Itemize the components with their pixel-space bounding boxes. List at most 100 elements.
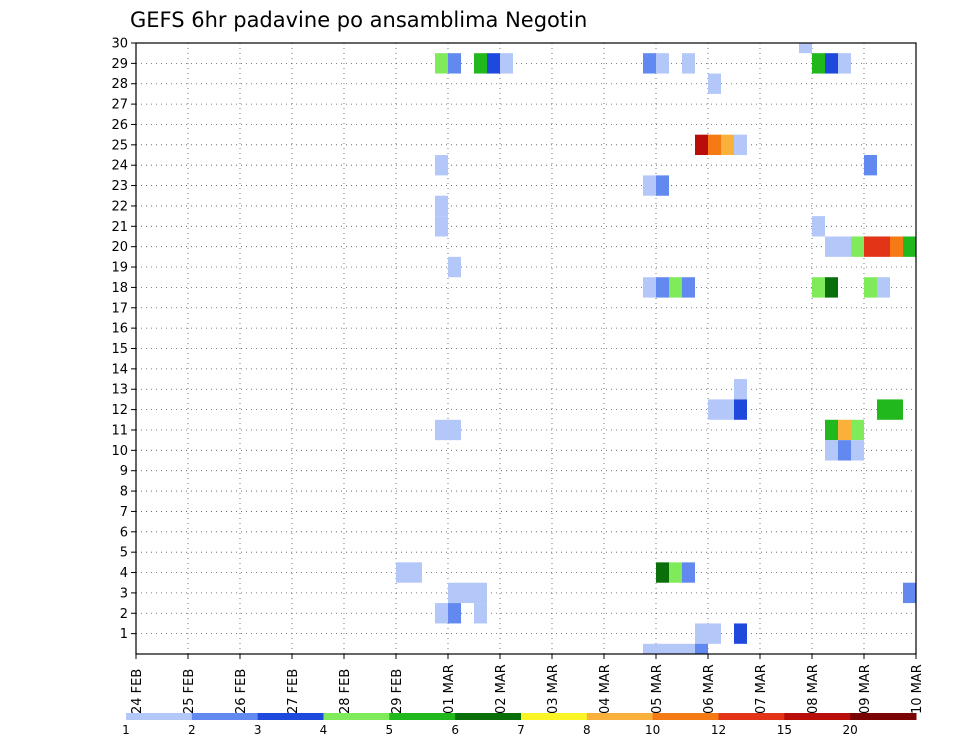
precip-cell (890, 399, 903, 420)
precip-cell (838, 440, 851, 461)
precip-cell (448, 419, 461, 441)
y-tick-label-28: 28 (111, 77, 128, 92)
precip-cell (396, 562, 409, 583)
y-tick-label-17: 17 (111, 301, 128, 316)
y-tick-label-18: 18 (111, 281, 128, 296)
colorbar-label-1: 1 (122, 723, 130, 737)
colorbar-swatch-8 (586, 713, 654, 720)
x-tick-label-3: 27 FEB (286, 669, 301, 714)
y-tick-label-11: 11 (111, 423, 128, 438)
y-tick-label-8: 8 (120, 485, 128, 500)
x-tick-label-6: 01 MAR (442, 664, 457, 714)
precip-cells (396, 43, 916, 654)
precip-cell (864, 277, 877, 298)
y-tick-label-2: 2 (120, 607, 128, 622)
colorbar-swatch-11 (784, 713, 851, 720)
precip-cell (812, 277, 825, 298)
precip-cell (890, 236, 903, 257)
y-tick-label-22: 22 (111, 199, 128, 214)
precip-cell (435, 603, 448, 624)
y-tick-label-26: 26 (111, 118, 128, 133)
precip-cell (825, 277, 838, 298)
y-tick-label-21: 21 (111, 220, 128, 235)
precip-cell (474, 603, 487, 624)
y-tick-label-3: 3 (120, 586, 128, 601)
x-tick-label-0: 24 FEB (130, 669, 145, 714)
precip-cell (435, 216, 448, 237)
x-tick-label-14: 09 MAR (858, 664, 873, 714)
chart-title: GEFS 6hr padavine po ansamblima Negotin (130, 8, 587, 32)
colorbar-legend: 1 2 3 4 5 6 7 8 10 12 15 20 (122, 713, 917, 737)
x-tick-label-11: 06 MAR (702, 664, 717, 714)
precip-cell (825, 236, 838, 257)
y-tick-label-5: 5 (120, 546, 128, 561)
precip-cell (409, 562, 422, 583)
y-tick-label-4: 4 (120, 566, 128, 581)
precip-cell (643, 53, 656, 74)
precip-cell (903, 582, 916, 604)
y-tick-label-6: 6 (120, 525, 128, 540)
y-tick-label-10: 10 (111, 444, 128, 459)
precip-cell (825, 440, 838, 461)
y-tick-label-9: 9 (120, 464, 128, 479)
precip-cell (877, 236, 890, 257)
precip-cell (474, 53, 487, 74)
precip-cell (669, 277, 682, 298)
precip-cell (734, 134, 747, 156)
precip-cell (734, 379, 747, 400)
y-tick-label-13: 13 (111, 383, 128, 398)
precip-cell (721, 134, 734, 156)
precip-cell (448, 603, 461, 624)
precip-cell (812, 53, 825, 74)
precip-cell (656, 175, 669, 196)
colorbar-label-7: 7 (517, 723, 525, 737)
precip-cell (825, 419, 838, 441)
precip-cell (864, 155, 877, 176)
y-axis: 1234567891011121314151617181920212223242… (111, 37, 136, 642)
precip-cell (656, 643, 669, 654)
y-tick-label-29: 29 (111, 57, 128, 72)
y-tick-label-15: 15 (111, 342, 128, 357)
precip-cell (799, 43, 812, 54)
precip-cell (825, 53, 838, 74)
precip-cell (708, 399, 721, 420)
colorbar-label-5: 5 (386, 723, 394, 737)
colorbar-label-4: 4 (320, 723, 328, 737)
colorbar-label-12: 12 (711, 723, 726, 737)
precip-cell (864, 236, 877, 257)
precip-cell (435, 53, 448, 74)
precip-cell (877, 399, 890, 420)
precip-cell (435, 195, 448, 217)
precip-cell (695, 623, 708, 644)
precip-cell (656, 277, 669, 298)
colorbar-swatch-4 (323, 713, 390, 720)
colorbar-swatch-10 (718, 713, 785, 720)
precip-cell (669, 562, 682, 583)
x-tick-label-5: 29 FEB (390, 669, 405, 714)
precip-cell (838, 53, 851, 74)
y-tick-label-7: 7 (120, 505, 128, 520)
precip-cell (643, 277, 656, 298)
precip-cell (656, 562, 669, 583)
y-tick-label-24: 24 (111, 159, 128, 174)
colorbar-swatch-9 (652, 713, 719, 720)
y-tick-label-19: 19 (111, 261, 128, 276)
precip-cell (851, 440, 864, 461)
x-tick-label-15: 10 MAR (910, 664, 925, 714)
precip-cell (851, 236, 864, 257)
colorbar-label-8: 8 (583, 723, 591, 737)
colorbar-swatch-6 (455, 713, 522, 720)
y-tick-label-20: 20 (111, 240, 128, 255)
x-tick-label-9: 04 MAR (598, 664, 613, 714)
colorbar-swatch-5 (389, 713, 456, 720)
precip-cell (682, 643, 695, 654)
x-tick-label-1: 25 FEB (182, 669, 197, 714)
precip-cell (682, 277, 695, 298)
precip-cell (448, 582, 461, 604)
precip-cell (669, 643, 682, 654)
y-tick-label-27: 27 (111, 98, 128, 113)
colorbar-label-3: 3 (254, 723, 262, 737)
y-tick-label-14: 14 (111, 362, 128, 377)
x-tick-label-4: 28 FEB (338, 669, 353, 714)
